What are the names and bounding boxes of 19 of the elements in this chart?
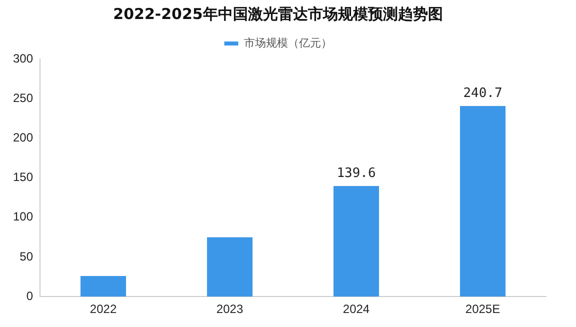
chart-title: 2022-2025年中国激光雷达市场规模预测趋势图: [113, 4, 443, 23]
y-tick-label: 250: [12, 90, 34, 105]
x-tick-label: 2024: [342, 302, 370, 316]
y-tick-label: 50: [20, 249, 34, 264]
bar: [206, 237, 253, 297]
y-tick-label: 200: [12, 130, 34, 145]
bar: [460, 106, 506, 297]
y-tick-label: 150: [12, 170, 34, 184]
x-tick-label: 2023: [216, 302, 244, 316]
y-tick-label: 100: [12, 210, 34, 224]
y-tick-label: 0: [26, 288, 34, 303]
bar: [333, 186, 380, 297]
bar: [80, 276, 126, 297]
data-label: 240.7: [463, 86, 502, 101]
x-tick-label: 2022: [90, 302, 117, 316]
x-tick-label: 2025E: [465, 302, 500, 316]
y-tick-label: 300: [12, 51, 34, 66]
legend-label: 市场规模（亿元）: [244, 36, 332, 50]
data-label: 139.6: [336, 166, 376, 181]
